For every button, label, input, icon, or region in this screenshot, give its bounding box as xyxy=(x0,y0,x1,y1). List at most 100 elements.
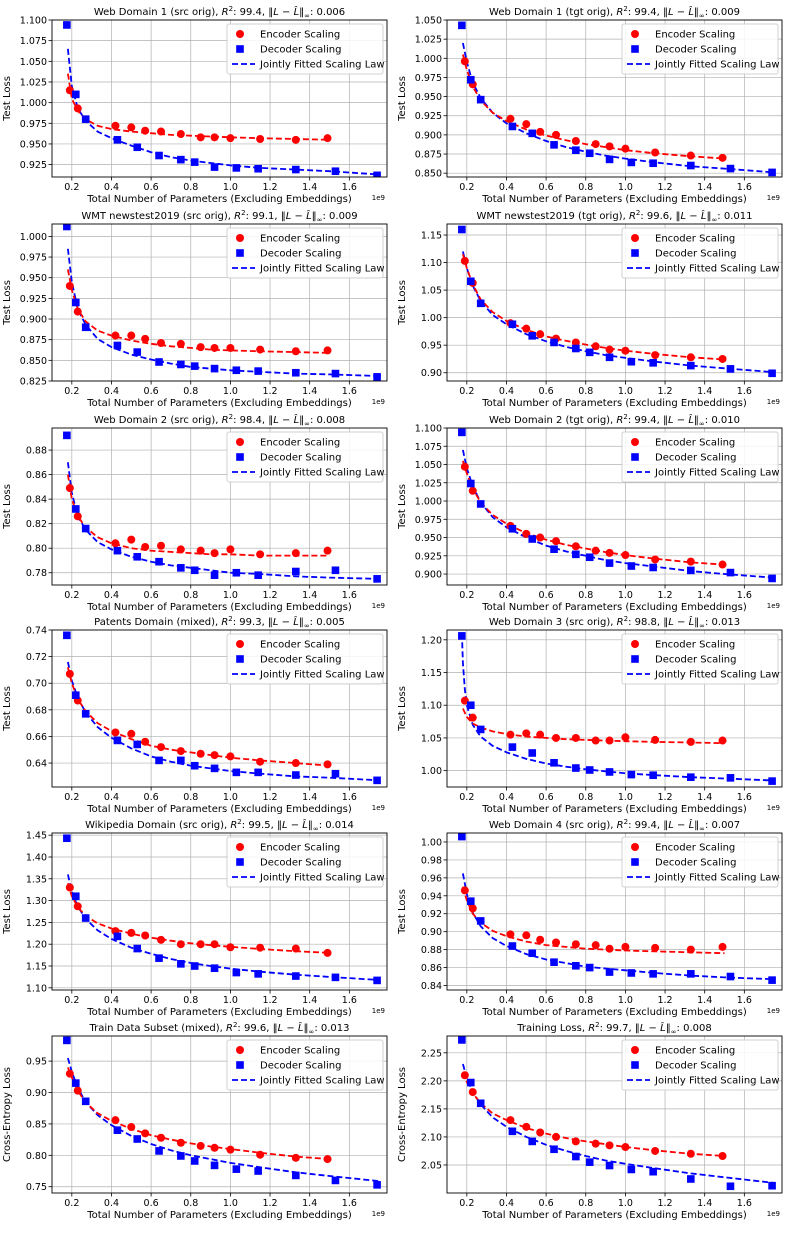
r2-value: : 99.7, xyxy=(600,1023,635,1034)
encoder-point xyxy=(323,1155,332,1164)
decoder-point xyxy=(373,373,381,381)
encoder-point xyxy=(65,883,74,892)
plot-area xyxy=(458,1036,776,1191)
x-tick-label: 1.6 xyxy=(342,386,357,397)
encoder-point xyxy=(460,256,469,265)
encoder-point xyxy=(196,1141,205,1150)
decoder-point xyxy=(113,932,122,941)
plot-area xyxy=(63,21,381,177)
encoder-point xyxy=(621,144,630,153)
decoder-point xyxy=(292,1171,300,1180)
y-tick-label: 0.900 xyxy=(415,130,442,141)
y-axis-label: Test Loss xyxy=(2,889,13,935)
encoder-point xyxy=(468,486,477,495)
encoder-point xyxy=(176,940,185,949)
x-tick-label: 0.4 xyxy=(104,182,119,193)
y-tick-label: 1.10 xyxy=(26,983,47,994)
x-axis-exponent: 1e9 xyxy=(767,1007,780,1015)
decoder-point xyxy=(585,766,594,774)
decoder-point xyxy=(550,141,558,149)
linf-value: : 0.011 xyxy=(717,211,752,222)
encoder-point xyxy=(621,346,630,355)
plot-area xyxy=(458,225,776,378)
chart-panel-12: Training Loss, R2: 99.7, ‖L − L̂‖∞: 0.00… xyxy=(397,1021,783,1221)
decoder-point xyxy=(81,710,90,718)
decoder-point xyxy=(687,566,695,575)
chart-title: Web Domain 3 (src orig), R2: 98.8, ‖L − … xyxy=(489,615,740,630)
legend-encoder-marker xyxy=(236,234,244,242)
decoder-point xyxy=(550,545,558,554)
x-axis-exponent: 1e9 xyxy=(767,398,780,406)
chart-title: Web Domain 2 (src orig), R2: 98.4, ‖L − … xyxy=(94,413,345,428)
encoder-point xyxy=(196,343,205,352)
encoder-point xyxy=(605,944,614,953)
x-tick-label: 0.8 xyxy=(578,995,593,1006)
encoder-point xyxy=(226,134,235,143)
y-tick-label: 0.86 xyxy=(421,963,442,974)
decoder-point xyxy=(585,348,594,357)
decoder-point xyxy=(466,701,475,710)
chart-panel-10: Web Domain 4 (src orig), R2: 99.4, ‖L − … xyxy=(397,818,783,1018)
y-tick-label: 1.075 xyxy=(415,442,442,453)
x-tick-label: 1.2 xyxy=(262,1198,277,1209)
linf-value: : 0.014 xyxy=(319,820,354,831)
legend-decoder-marker xyxy=(631,45,639,53)
encoder-point xyxy=(226,343,235,352)
axes-frame xyxy=(51,223,388,382)
x-tick-label: 0.8 xyxy=(183,792,198,803)
y-tick-label: 0.90 xyxy=(421,368,442,379)
y-tick-label: 1.05 xyxy=(421,733,442,744)
encoder-point xyxy=(65,1069,74,1078)
encoder-point xyxy=(718,560,727,569)
decoder-point xyxy=(649,159,657,168)
x-axis-label: Total Number of Parameters (Excluding Em… xyxy=(481,194,747,205)
legend-encoder-marker xyxy=(631,30,639,38)
linf-value: : 0.006 xyxy=(310,7,345,18)
legend-decoder-label: Decoder Scaling xyxy=(655,858,736,869)
legend: Encoder Scaling Decoder Scaling Jointly Fi… xyxy=(226,836,385,888)
encoder-point xyxy=(157,338,166,347)
linf-value: : 0.013 xyxy=(705,617,740,628)
decoder-point xyxy=(155,557,163,566)
encoder-point xyxy=(536,127,545,136)
plot-area xyxy=(458,21,776,177)
decoder-point xyxy=(113,736,122,745)
encoder-point xyxy=(256,757,265,766)
x-tick-label: 0.6 xyxy=(539,792,554,803)
legend-fit-label: Jointly Fitted Scaling Law xyxy=(259,873,385,884)
encoder-point xyxy=(536,730,545,739)
decoder-point xyxy=(373,776,381,785)
x-tick-label: 0.8 xyxy=(578,590,593,601)
plot-area xyxy=(63,1036,381,1189)
y-tick-label: 0.850 xyxy=(20,356,47,367)
legend-encoder-marker xyxy=(236,30,244,38)
chart-panel-7: Patents Domain (mixed), R2: 99.3, ‖L − L… xyxy=(2,615,388,815)
decoder-point xyxy=(605,559,614,567)
x-tick-label: 0.2 xyxy=(64,386,79,397)
decoder-point xyxy=(254,164,262,173)
legend-encoder-label: Encoder Scaling xyxy=(655,640,735,651)
x-tick-label: 1.6 xyxy=(737,995,752,1006)
decoder-point xyxy=(476,500,485,508)
y-tick-label: 0.74 xyxy=(26,626,47,637)
decoder-point xyxy=(476,95,485,104)
decoder-point xyxy=(190,158,199,166)
decoder-point xyxy=(458,225,466,234)
legend-encoder-label: Encoder Scaling xyxy=(260,640,340,651)
decoder-point xyxy=(768,369,776,378)
decoder-point xyxy=(528,949,537,958)
decoder-point xyxy=(458,21,466,30)
legend-fit-label: Jointly Fitted Scaling Law xyxy=(259,1076,385,1087)
x-tick-label: 1.0 xyxy=(223,995,238,1006)
fit-line-encoder xyxy=(462,54,725,160)
decoder-point xyxy=(71,298,80,307)
legend: Encoder Scaling Decoder Scaling Jointly Fi… xyxy=(621,633,780,685)
axes-frame xyxy=(446,223,783,382)
legend-encoder-label: Encoder Scaling xyxy=(655,438,735,449)
encoder-point xyxy=(536,330,545,339)
y-tick-label: 0.98 xyxy=(421,855,442,866)
y-tick-label: 0.75 xyxy=(26,1182,47,1193)
x-tick-label: 1.6 xyxy=(342,590,357,601)
decoder-point xyxy=(585,1158,594,1166)
y-axis-label: Cross-Entropy Loss xyxy=(2,1067,13,1162)
